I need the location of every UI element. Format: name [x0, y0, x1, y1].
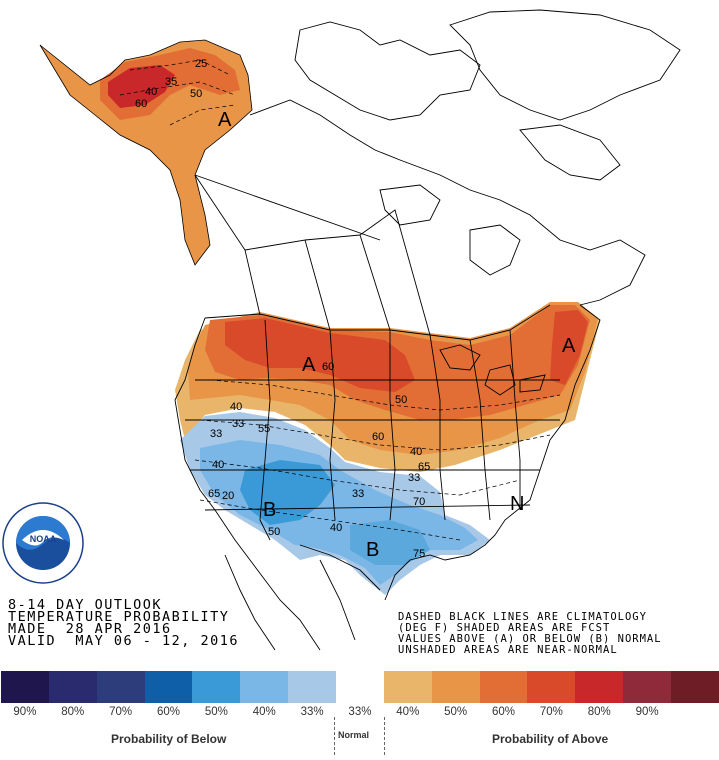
note-line1: DASHED BLACK LINES ARE CLIMATOLOGY — [398, 611, 647, 623]
legend-tick: 33% — [300, 706, 324, 718]
legend-tick — [671, 706, 719, 718]
legend-tick: 50% — [444, 706, 468, 718]
category-labels: A A A B B N — [218, 109, 576, 561]
legend-tick: 60% — [492, 706, 516, 718]
legend-swatch-above-33 — [383, 671, 432, 703]
contour-label: 60 — [322, 361, 334, 373]
note-line2: (DEG F) SHADED AREAS ARE FCST — [398, 622, 611, 634]
contour-label: 50 — [268, 526, 280, 538]
legend-swatch-below-33 — [288, 671, 337, 703]
contour-label: 20 — [222, 490, 234, 502]
normal-bracket-right — [384, 717, 385, 755]
legend-tick: 60% — [156, 706, 181, 718]
legend-below-caption: Probability of Below — [111, 732, 227, 746]
contour-label: 33 — [408, 472, 420, 484]
contour-label: 55 — [258, 423, 270, 435]
note-line3: VALUES ABOVE (A) OR BELOW (B) NORMAL — [398, 633, 662, 645]
legend-swatch-above-40 — [431, 671, 480, 703]
legend-tick: 70% — [109, 706, 133, 718]
above-label-plains: A — [302, 354, 316, 376]
outlook-made: MADE 28 APR 2016 — [8, 621, 172, 637]
legend-tick: 70% — [539, 706, 563, 718]
legend-swatch-below-70 — [96, 671, 145, 703]
legend-tick: 50% — [204, 706, 228, 718]
climatology-contours — [119, 59, 561, 541]
legend-swatch-above-60 — [527, 671, 576, 703]
legend-tick: 90% — [635, 706, 659, 718]
legend-swatch-normal — [336, 671, 384, 703]
legend-tick: 80% — [587, 706, 611, 718]
contour-label: 60 — [372, 431, 384, 443]
normal-bracket-left — [334, 717, 335, 755]
legend-swatch-below-50 — [192, 671, 241, 703]
outlook-map: 25 35 40 50 60 60 50 60 40 40 33 33 33 3… — [39, 9, 681, 651]
contour-label: 33 — [232, 418, 244, 430]
boundaries — [174, 9, 681, 651]
alaska-shading — [39, 39, 253, 266]
outlook-valid: VALID MAY 06 - 12, 2016 — [8, 633, 240, 649]
legend-tick: 40% — [396, 706, 420, 718]
legend-swatch-above-80 — [623, 671, 672, 703]
legend-normal-caption: Normal — [338, 730, 370, 740]
legend-above-caption: Probability of Above — [492, 732, 609, 746]
legend-swatch-below-90 — [1, 671, 49, 703]
contour-label: 60 — [135, 98, 147, 110]
legend-swatch-above-50 — [479, 671, 528, 703]
contour-label: 40 — [230, 401, 242, 413]
noaa-logo-icon: NOAA — [2, 502, 84, 584]
outlook-title-line2: TEMPERATURE PROBABILITY — [8, 609, 230, 625]
contour-label: 75 — [413, 548, 425, 560]
legend-swatch-below-60 — [144, 671, 193, 703]
contour-label: 65 — [208, 488, 220, 500]
contour-label: 70 — [413, 496, 425, 508]
above-label-northeast: A — [562, 335, 576, 357]
contour-labels: 25 35 40 50 60 60 50 60 40 40 33 33 33 3… — [135, 58, 430, 560]
legend-tick: 33% — [348, 706, 372, 718]
contour-label: 33 — [210, 428, 222, 440]
outlook-note-block: DASHED BLACK LINES ARE CLIMATOLOGY (DEG … — [398, 612, 662, 656]
legend-swatch-above-90 — [671, 671, 719, 703]
legend-swatch-below-40 — [240, 671, 289, 703]
contour-label: 40 — [330, 522, 342, 534]
note-line4: UNSHADED AREAS ARE NEAR-NORMAL — [398, 644, 618, 656]
contour-label: 50 — [190, 88, 202, 100]
below-label-texas: B — [366, 539, 379, 561]
legend-tick: 40% — [252, 706, 276, 718]
outlook-title-line1: 8-14 DAY OUTLOOK — [8, 597, 163, 613]
legend-swatch-below-80 — [48, 671, 97, 703]
legend-tick: 90% — [13, 706, 37, 718]
legend-color-bar — [1, 671, 719, 703]
outlook-title-block: 8-14 DAY OUTLOOK TEMPERATURE PROBABILITY… — [8, 597, 240, 649]
contour-label: 40 — [410, 446, 422, 458]
contour-label: 65 — [418, 461, 430, 473]
legend-swatch-above-70 — [575, 671, 624, 703]
svg-text:NOAA: NOAA — [30, 534, 57, 544]
contour-label: 35 — [165, 76, 177, 88]
legend-tick-labels: 90% 80% 70% 60% 50% 40% 33% 33% 40% 50% … — [1, 706, 719, 718]
contour-label: 40 — [145, 86, 157, 98]
legend-tick: 80% — [61, 706, 85, 718]
normal-label-southeast: N — [510, 493, 524, 515]
contour-label: 50 — [395, 394, 407, 406]
contour-label: 25 — [195, 58, 207, 70]
contour-label: 40 — [212, 459, 224, 471]
below-label-southwest: B — [263, 499, 276, 521]
above-label-alaska: A — [218, 109, 232, 131]
contour-label: 33 — [352, 488, 364, 500]
